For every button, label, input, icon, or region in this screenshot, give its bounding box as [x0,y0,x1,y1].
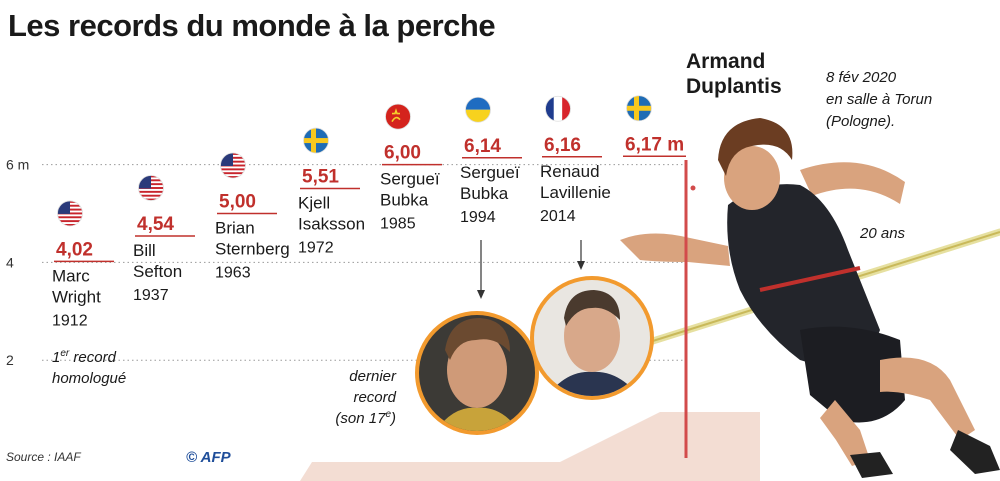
athlete-name-2: Bubka [460,184,509,203]
record-year: 1963 [215,265,251,282]
record-year: 1994 [460,209,496,226]
page-title: Les records du monde à la perche [8,8,496,43]
record-4: 5,51 Kjell Isaksson 1972 [298,127,365,257]
bubka-portrait [415,311,539,435]
record-value: 5,00 [219,192,256,213]
record-value: 4,02 [56,239,93,260]
first-record-note-2: homologué [52,370,126,387]
record-5: 6,00 Sergueï Bubka 1985 [380,103,442,233]
flag-us-icon [220,152,246,179]
record-value: 6,16 [544,135,581,156]
record-2: 4,54 Bill Sefton 1937 [133,175,195,304]
record-value: 6,14 [464,136,501,157]
athlete-name-1: Bill [133,241,156,260]
date-line-2: en salle à Torun [826,91,932,108]
credit-text: © AFP [186,449,232,466]
flag-ua-icon [465,96,491,123]
athlete-name-2: Sternberg [215,240,290,259]
date-line-3: (Pologne). [826,113,895,130]
athlete-name-1: Sergueï [380,170,440,189]
last-record-note-1: dernier [349,368,397,385]
athlete-name-1: Renaud [540,162,600,181]
y-tick-label: 2 [6,352,14,368]
source-note: Source : IAAF [6,450,81,464]
flag-us-icon [138,175,164,201]
lavillenie-portrait [530,276,654,400]
last-record-note-3: (son 17e) [335,409,396,427]
athlete-name-2: Sefton [133,262,182,281]
date-line-1: 8 fév 2020 [826,69,897,86]
record-value: 4,54 [137,214,174,235]
age-note: 20 ans [859,225,906,242]
athlete-name-2: Lavillenie [540,183,611,202]
record-3: 5,00 Brian Sternberg 1963 [215,152,290,282]
athlete-name-1: Marc [52,266,90,285]
flag-us-icon [57,200,83,227]
record-value: 6,00 [384,143,421,164]
record-8: 6,17 m [623,95,686,158]
record-1: 4,02 Marc Wright 1912 [52,200,114,329]
record-year: 1937 [133,287,169,304]
athlete-first-name: Armand [686,50,765,73]
record-year: 1912 [52,312,88,329]
athlete-last-name: Duplantis [686,75,782,98]
ground [300,412,760,481]
flag-su-icon [385,103,411,130]
flag-se-icon [303,127,329,154]
athlete-name-1: Brian [215,219,255,238]
afp-logo: © AFP [186,449,232,466]
flag-fr-icon [545,95,571,122]
athlete-name-2: Bubka [380,191,429,210]
record-value: 5,51 [302,167,339,188]
athlete-name-1: Sergueï [460,163,520,182]
athlete-name-2: Isaksson [298,215,365,234]
y-tick-label: 6 m [6,157,29,173]
record-value: 6,17 m [625,134,684,155]
athlete-name-2: Wright [52,287,101,306]
athlete-photo [620,118,1000,478]
y-tick-label: 4 [6,254,14,270]
first-record-note: 1er record [52,348,117,366]
flag-se-icon [626,95,652,122]
record-7: 6,16 Renaud Lavillenie 2014 [540,95,611,225]
record-year: 1972 [298,240,334,257]
record-6: 6,14 Sergueï Bubka 1994 [460,96,522,226]
athlete-name-1: Kjell [298,194,330,213]
record-year: 2014 [540,208,576,225]
record-year: 1985 [380,216,416,233]
last-record-note-2: record [353,389,396,406]
